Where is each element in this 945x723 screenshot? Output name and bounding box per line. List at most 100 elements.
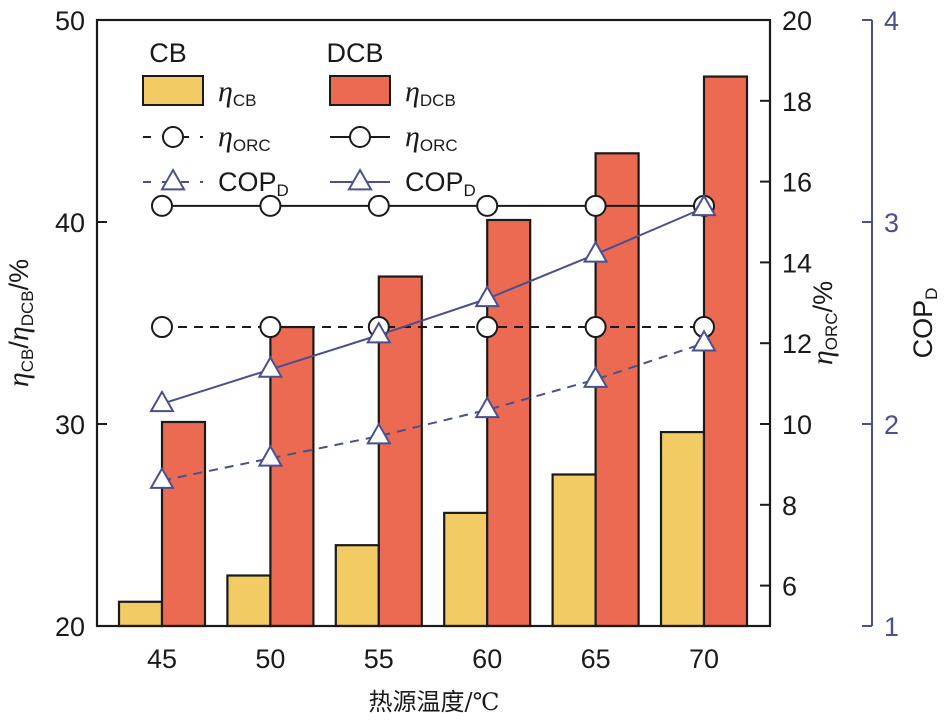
point-2-65: [584, 316, 607, 339]
point-3-45: [151, 194, 173, 217]
bars: [117, 75, 749, 628]
legend-label-main: COP: [218, 167, 277, 197]
bar-cb-50: [226, 574, 272, 628]
orc-tick-label-18: 18: [782, 87, 812, 117]
orc-tick-label-10: 10: [782, 410, 812, 440]
legend-marker-1-1: [349, 126, 371, 148]
legend-label-0-2: COPD: [218, 167, 289, 200]
cop-tick-label-2: 2: [884, 410, 899, 440]
orc-tick-label-20: 20: [782, 6, 812, 36]
bar-cb-55: [334, 544, 380, 628]
cop-tick-label-3: 3: [884, 208, 899, 238]
x-tick-label-55: 55: [364, 644, 394, 674]
bar-cb-60: [443, 511, 489, 628]
orc-tick-label-6: 6: [782, 572, 797, 602]
left-tick-label-30: 30: [55, 410, 85, 440]
legend-marker-0-1: [162, 126, 184, 148]
left-tick-label-20: 20: [55, 612, 85, 642]
legend-label-sub: D: [464, 181, 476, 200]
plot-frame: [95, 18, 772, 628]
legend-label-main: η: [405, 120, 420, 153]
legend-label-main: η: [405, 75, 420, 108]
orc-axis-title: ηORC/%: [806, 281, 841, 365]
point-5-65: [582, 240, 609, 263]
legend-label-main: η: [218, 120, 233, 153]
legend-label-main: COP: [405, 167, 464, 197]
legend-label-main: η: [218, 75, 233, 108]
point-5-60: [474, 284, 500, 308]
left-axis-title-part: /: [4, 341, 34, 349]
point-4-65: [582, 365, 609, 388]
cop-axis-title-part: D: [922, 288, 941, 300]
x-tick-label-65: 65: [581, 644, 611, 674]
point-4-45: [149, 466, 175, 489]
legend-swatch-0-0: [142, 75, 204, 106]
point-2-60: [476, 316, 499, 339]
point-2-50: [259, 316, 282, 339]
legend-swatch-1-0: [329, 75, 391, 106]
legend-title-dcb: DCB: [326, 38, 383, 68]
legend-label-1-2: COPD: [405, 167, 476, 200]
series-3: [151, 194, 715, 217]
left-axis-title-part: CB: [18, 349, 37, 373]
legend-label-sub: D: [277, 181, 289, 200]
x-tick-label-60: 60: [472, 644, 502, 674]
bar-dcb-60: [486, 218, 532, 628]
left-axis-title-part: η: [2, 326, 35, 341]
orc-tick-label-8: 8: [782, 491, 797, 521]
legend-marker-1-2: [347, 168, 373, 191]
orc-tick-label-16: 16: [782, 168, 812, 198]
point-4-55: [366, 422, 392, 445]
legend-label-sub: CB: [233, 91, 257, 110]
cop-axis-title-part: COP: [908, 300, 938, 359]
cop-tick-label-1: 1: [884, 612, 899, 642]
point-3-50: [259, 194, 282, 217]
point-3-55: [367, 194, 390, 217]
series-line-5: [161, 206, 705, 405]
legend-label-1-1: ηORC: [405, 120, 458, 155]
bar-cb-45: [117, 600, 164, 628]
orc-axis-title-part: /%: [808, 281, 838, 313]
point-4-70: [691, 329, 717, 352]
orc-tick-label-12: 12: [782, 329, 812, 359]
left-axis-title-part: /%: [4, 259, 34, 291]
bar-cb-65: [551, 473, 597, 628]
legend-label-0-0: ηCB: [218, 75, 257, 110]
point-5-45: [149, 389, 175, 413]
series-line-4: [161, 342, 705, 482]
point-4-60: [474, 395, 500, 419]
point-5-55: [366, 321, 392, 344]
bar-dcb-65: [594, 152, 640, 628]
point-5-70: [691, 193, 717, 217]
bar-cb-70: [659, 430, 706, 628]
orc-axis-title-part: η: [806, 350, 839, 365]
orc-tick-label-14: 14: [782, 248, 812, 278]
left-tick-label-40: 40: [55, 208, 85, 238]
left-axis-title-part: η: [2, 372, 35, 387]
left-axis-title-part: DCB: [18, 290, 37, 326]
point-5-50: [257, 355, 284, 378]
legend-label-1-0: ηDCB: [405, 75, 456, 110]
point-4-50: [257, 444, 284, 467]
legend-marker-0-2: [160, 168, 186, 191]
bar-dcb-45: [160, 420, 207, 628]
point-3-65: [584, 194, 607, 217]
series-5: [149, 193, 717, 413]
point-2-45: [151, 316, 173, 339]
point-3-60: [476, 194, 499, 217]
x-axis-title: 热源温度/℃: [369, 688, 500, 716]
cop-tick-label-4: 4: [884, 6, 899, 36]
cop-axis-title: COPD: [908, 288, 941, 359]
x-tick-label-45: 45: [147, 644, 177, 674]
legend-label-sub: ORC: [420, 136, 458, 155]
left-tick-label-50: 50: [55, 6, 85, 36]
x-tick-label-70: 70: [689, 644, 719, 674]
x-tick-label-50: 50: [255, 644, 285, 674]
orc-axis-title-part: ORC: [822, 312, 841, 350]
legend-label-0-1: ηORC: [218, 120, 271, 155]
series-4: [149, 329, 717, 489]
legend-label-sub: DCB: [420, 91, 456, 110]
legend-title-cb: CB: [149, 38, 187, 68]
